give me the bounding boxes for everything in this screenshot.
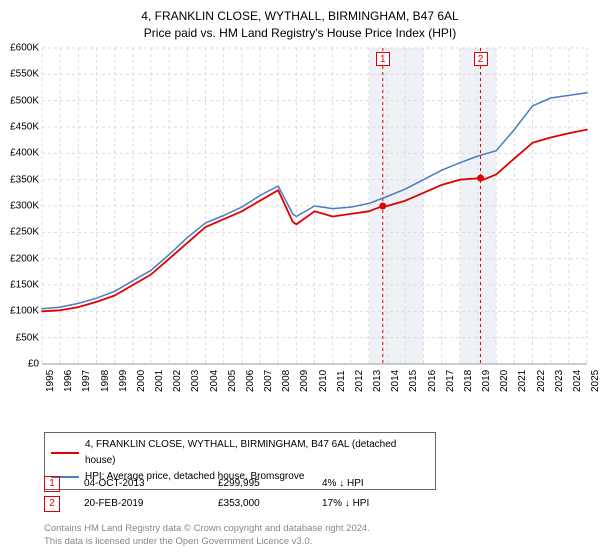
y-axis-label: £500K — [0, 95, 39, 106]
y-axis-label: £250K — [0, 227, 39, 238]
y-axis-label: £550K — [0, 69, 39, 80]
x-axis-label: 2015 — [408, 370, 419, 392]
y-axis-label: £600K — [0, 43, 39, 54]
transaction-row-1: 1 04-OCT-2013 £299,995 4% ↓ HPI — [44, 474, 584, 494]
chart-container: 4, FRANKLIN CLOSE, WYTHALL, BIRMINGHAM, … — [0, 0, 600, 560]
x-axis-label: 2004 — [209, 370, 220, 392]
transactions-table: 1 04-OCT-2013 £299,995 4% ↓ HPI 2 20-FEB… — [44, 474, 584, 514]
legend-swatch-property — [51, 452, 79, 454]
x-axis-label: 1997 — [81, 370, 92, 392]
chart-subtitle: Price paid vs. HM Land Registry's House … — [0, 25, 600, 42]
y-axis-label: £300K — [0, 201, 39, 212]
footer-line-2: This data is licensed under the Open Gov… — [44, 535, 370, 548]
x-axis-label: 2005 — [227, 370, 238, 392]
x-axis-label: 2019 — [481, 370, 492, 392]
x-axis-label: 2008 — [281, 370, 292, 392]
transaction-pct-2: 17% ↓ HPI — [322, 494, 402, 514]
y-axis-label: £450K — [0, 122, 39, 133]
x-axis-label: 2011 — [336, 370, 347, 392]
x-axis-label: 2017 — [445, 370, 456, 392]
x-axis-label: 2024 — [572, 370, 583, 392]
chart-title: 4, FRANKLIN CLOSE, WYTHALL, BIRMINGHAM, … — [0, 8, 600, 25]
x-axis-label: 2001 — [154, 370, 165, 392]
transaction-date-1: 04-OCT-2013 — [84, 474, 194, 494]
y-axis-label: £400K — [0, 148, 39, 159]
y-axis-label: £150K — [0, 280, 39, 291]
footer: Contains HM Land Registry data © Crown c… — [44, 522, 370, 549]
y-axis-label: £0 — [0, 359, 39, 370]
y-axis-label: £200K — [0, 253, 39, 264]
transaction-date-2: 20-FEB-2019 — [84, 494, 194, 514]
x-axis-label: 2013 — [372, 370, 383, 392]
transaction-price-2: £353,000 — [218, 494, 298, 514]
x-axis-label: 1995 — [45, 370, 56, 392]
transaction-price-1: £299,995 — [218, 474, 298, 494]
marker-badge-2: 2 — [44, 496, 60, 512]
chart-marker-badge: 1 — [376, 52, 390, 66]
x-axis-label: 2010 — [318, 370, 329, 392]
x-axis-label: 2016 — [427, 370, 438, 392]
chart-area: £0£50K£100K£150K£200K£250K£300K£350K£400… — [42, 48, 587, 388]
x-axis-label: 2009 — [299, 370, 310, 392]
x-axis-label: 1996 — [63, 370, 74, 392]
x-axis-label: 2006 — [245, 370, 256, 392]
x-axis-label: 1999 — [118, 370, 129, 392]
x-axis-label: 2025 — [590, 370, 600, 392]
chart-svg — [42, 48, 587, 388]
legend-row-property: 4, FRANKLIN CLOSE, WYTHALL, BIRMINGHAM, … — [51, 437, 429, 469]
x-axis-label: 2012 — [354, 370, 365, 392]
x-axis-label: 2000 — [136, 370, 147, 392]
x-axis-label: 1998 — [100, 370, 111, 392]
marker-badge-1: 1 — [44, 476, 60, 492]
x-axis-label: 2007 — [263, 370, 274, 392]
x-axis-label: 2022 — [536, 370, 547, 392]
x-axis-label: 2021 — [517, 370, 528, 392]
y-axis-label: £50K — [0, 332, 39, 343]
transaction-row-2: 2 20-FEB-2019 £353,000 17% ↓ HPI — [44, 494, 584, 514]
x-axis-label: 2020 — [499, 370, 510, 392]
x-axis-label: 2018 — [463, 370, 474, 392]
y-axis-label: £100K — [0, 306, 39, 317]
legend-label-property: 4, FRANKLIN CLOSE, WYTHALL, BIRMINGHAM, … — [85, 437, 429, 469]
y-axis-label: £350K — [0, 174, 39, 185]
transaction-pct-1: 4% ↓ HPI — [322, 474, 402, 494]
chart-marker-badge: 2 — [474, 52, 488, 66]
footer-line-1: Contains HM Land Registry data © Crown c… — [44, 522, 370, 535]
x-axis-label: 2014 — [390, 370, 401, 392]
title-block: 4, FRANKLIN CLOSE, WYTHALL, BIRMINGHAM, … — [0, 0, 600, 42]
x-axis-label: 2023 — [554, 370, 565, 392]
x-axis-label: 2002 — [172, 370, 183, 392]
x-axis-label: 2003 — [190, 370, 201, 392]
